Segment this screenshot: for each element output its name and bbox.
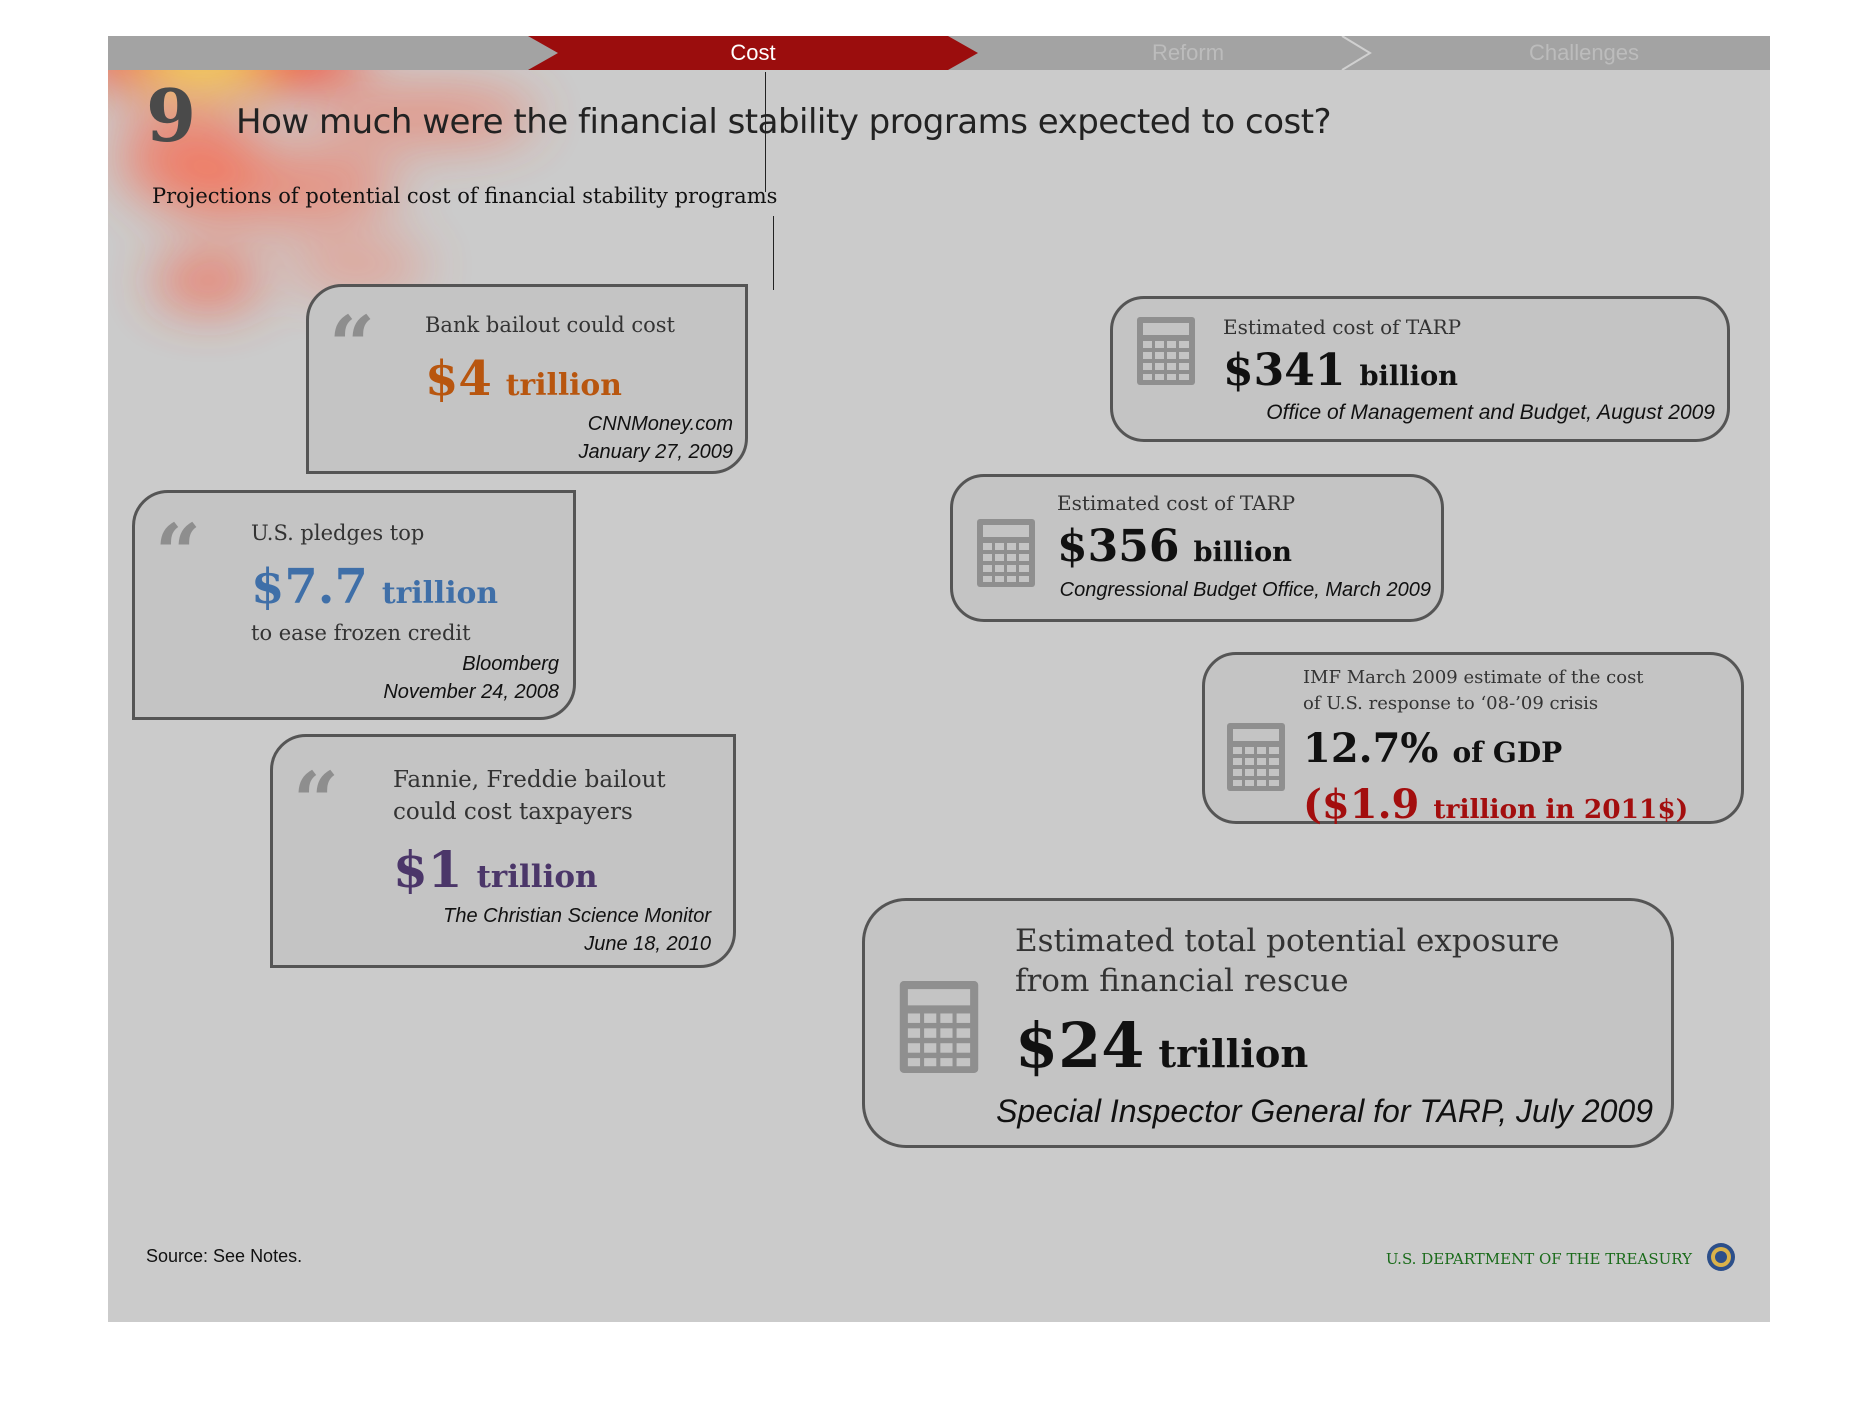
quote-date: January 27, 2009 [578,441,733,463]
estimate-card-cbo: Estimated cost of TARP $356 billion Congr… [950,474,1444,622]
slide-number: 9 [146,73,197,158]
quote-source: The Christian Science Monitor [443,905,711,927]
estimate-label-line2: of U.S. response to ‘08-’09 crisis [1303,693,1599,714]
estimate-amount: 12.7% of GDP [1303,725,1563,772]
quote-source: CNNMoney.com [587,413,733,435]
quote-label-line2: could cost taxpayers [393,799,633,825]
calculator-icon [1227,723,1285,791]
quote-amount: $4 trillion [425,351,622,407]
quote-icon: “ [155,506,202,600]
calculator-icon [977,519,1035,587]
quote-source: Bloomberg [462,653,559,675]
tab-intro[interactable] [108,36,528,70]
estimate-label-line1: Estimated total potential exposure [1015,923,1560,959]
estimate-amount: $24 trillion [1015,1009,1309,1082]
quote-extra: to ease frozen credit [251,621,471,645]
estimate-amount: $341 billion [1223,345,1458,396]
divider-line [773,216,774,290]
page-subtitle: Projections of potential cost of financi… [152,184,778,208]
estimate-sub-amount: ($1.9 trillion in 2011$) [1303,781,1689,828]
quote-icon: “ [293,754,340,848]
calculator-icon [1137,317,1195,385]
footer-source: Source: See Notes. [146,1246,303,1266]
section-nav-bar: Cost Reform Challenges [108,36,1770,70]
quote-icon: “ [329,298,376,392]
estimate-card-omb: Estimated cost of TARP $341 billion Offic… [1110,296,1730,442]
estimate-label: Estimated cost of TARP [1223,315,1462,339]
quote-amount: $7.7 trillion [251,559,499,615]
tab-reform[interactable]: Reform [1151,40,1225,65]
footer-department: U.S. DEPARTMENT OF THE TREASURY [1385,1250,1692,1268]
nav-separator-arrow [1341,36,1372,70]
estimate-card-sigtarp: Estimated total potential exposure from … [862,898,1674,1148]
quote-date: June 18, 2010 [584,933,711,955]
divider-line [765,72,766,192]
quote-card-cnnmoney: “ Bank bailout could cost $4 trillion CNN… [306,284,748,474]
page-title: How much were the financial stability pr… [236,102,1332,142]
tab-challenges[interactable]: Challenges [1528,40,1640,65]
quote-label: Bank bailout could cost [425,313,675,337]
quote-date: November 24, 2008 [383,681,559,703]
estimate-label-line1: IMF March 2009 estimate of the cost [1303,667,1644,688]
estimate-source: Office of Management and Budget, August … [1266,401,1715,424]
estimate-source: Special Inspector General for TARP, July… [996,1093,1653,1129]
quote-label: U.S. pledges top [251,521,425,545]
quote-amount: $1 trillion [393,840,598,899]
estimate-label: Estimated cost of TARP [1057,491,1296,515]
estimate-amount: $356 billion [1057,521,1292,572]
tab-cost[interactable]: Cost [528,36,978,70]
estimate-source: Congressional Budget Office, March 2009 [1059,579,1431,601]
quote-label-line1: Fannie, Freddie bailout [393,767,666,793]
estimate-card-imf: IMF March 2009 estimate of the cost of U… [1202,652,1744,828]
quote-card-csmonitor: “ Fannie, Freddie bailout could cost tax… [270,734,736,968]
estimate-label-line2: from financial rescue [1015,963,1349,999]
slide: Cost Reform Challenges 9 How much were t… [108,36,1770,1322]
treasury-seal-icon [1707,1243,1735,1271]
quote-card-bloomberg: “ U.S. pledges top $7.7 trillion to ease … [132,490,576,720]
calculator-icon [899,981,979,1073]
